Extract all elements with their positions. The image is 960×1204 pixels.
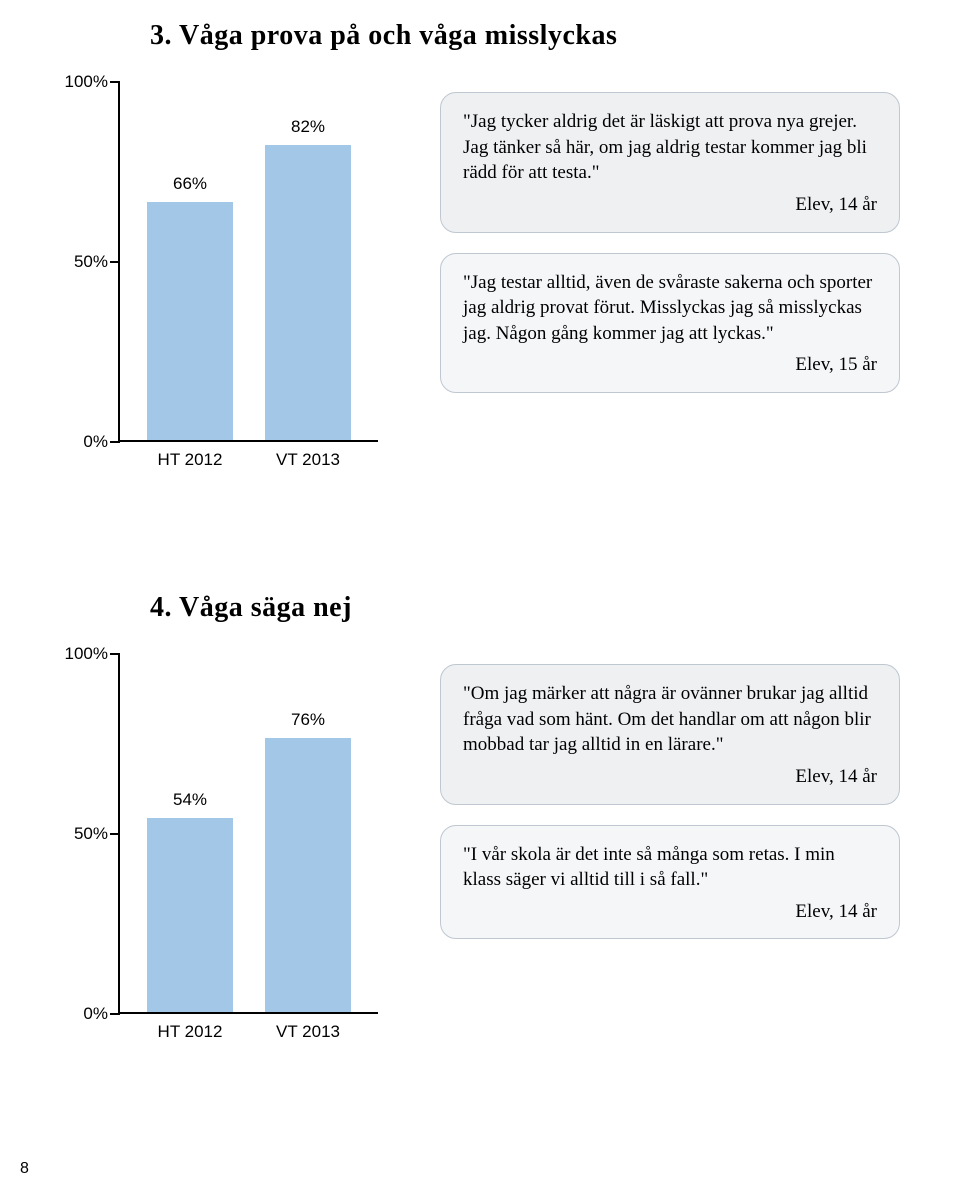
y-tick [110, 1013, 120, 1015]
y-axis-label: 100% [62, 72, 108, 92]
quote-box: "Om jag märker att några är ovänner bruk… [440, 664, 900, 805]
bars-container: 66% 82% [120, 82, 378, 440]
quote-box: "I vår skola är det inte så många som re… [440, 825, 900, 940]
bar: 76% [265, 710, 351, 1012]
page-number: 8 [20, 1160, 29, 1178]
bar-rect [265, 738, 351, 1012]
y-axis-label: 0% [62, 1004, 108, 1024]
x-axis-label: VT 2013 [265, 1022, 351, 1042]
y-tick [110, 653, 120, 655]
quote-attribution: Elev, 14 år [463, 899, 877, 925]
y-axis-label: 50% [62, 824, 108, 844]
chart-plot: 100%50%0%66%82%HT 2012VT 2013 [118, 82, 378, 442]
y-tick [110, 81, 120, 83]
quotes-2: "Om jag märker att några är ovänner bruk… [420, 654, 900, 959]
y-tick [110, 441, 120, 443]
chart-1: 100%50%0%66%82%HT 2012VT 2013 [60, 82, 420, 482]
y-axis-label: 50% [62, 252, 108, 272]
bar: 66% [147, 174, 233, 440]
section-heading: 3. Våga prova på och våga misslyckas [150, 20, 900, 52]
bar: 54% [147, 790, 233, 1012]
y-axis-label: 100% [62, 644, 108, 664]
quote-text: "Om jag märker att några är ovänner bruk… [463, 681, 877, 758]
quote-box: "Jag tycker aldrig det är läskigt att pr… [440, 92, 900, 233]
quote-attribution: Elev, 14 år [463, 764, 877, 790]
bar-value-label: 76% [291, 710, 325, 730]
bar-rect [265, 145, 351, 440]
section-3: 3. Våga prova på och våga misslyckas 100… [60, 20, 900, 482]
bar-value-label: 82% [291, 117, 325, 137]
bar: 82% [265, 117, 351, 440]
x-axis-label: HT 2012 [147, 450, 233, 470]
chart-plot: 100%50%0%54%76%HT 2012VT 2013 [118, 654, 378, 1014]
quote-text: "I vår skola är det inte så många som re… [463, 842, 877, 893]
x-labels: HT 2012 VT 2013 [120, 450, 378, 470]
bar-value-label: 66% [173, 174, 207, 194]
bar-value-label: 54% [173, 790, 207, 810]
bar-rect [147, 202, 233, 440]
section-heading: 4. Våga säga nej [150, 592, 900, 624]
chart-2: 100%50%0%54%76%HT 2012VT 2013 [60, 654, 420, 1054]
quote-box: "Jag testar alltid, även de svåraste sak… [440, 253, 900, 394]
x-axis-label: HT 2012 [147, 1022, 233, 1042]
y-axis-label: 0% [62, 432, 108, 452]
quote-attribution: Elev, 15 år [463, 352, 877, 378]
bar-rect [147, 818, 233, 1012]
quotes-1: "Jag tycker aldrig det är läskigt att pr… [420, 82, 900, 413]
section-4: 4. Våga säga nej 100% 50% 0% 54% 76% HT 2012 V… [60, 592, 900, 1054]
x-labels: HT 2012 VT 2013 [120, 1022, 378, 1042]
bars-container: 54% 76% [120, 654, 378, 1012]
x-axis-label: VT 2013 [265, 450, 351, 470]
quote-attribution: Elev, 14 år [463, 192, 877, 218]
quote-text: "Jag testar alltid, även de svåraste sak… [463, 270, 877, 347]
y-tick [110, 261, 120, 263]
quote-text: "Jag tycker aldrig det är läskigt att pr… [463, 109, 877, 186]
y-tick [110, 833, 120, 835]
